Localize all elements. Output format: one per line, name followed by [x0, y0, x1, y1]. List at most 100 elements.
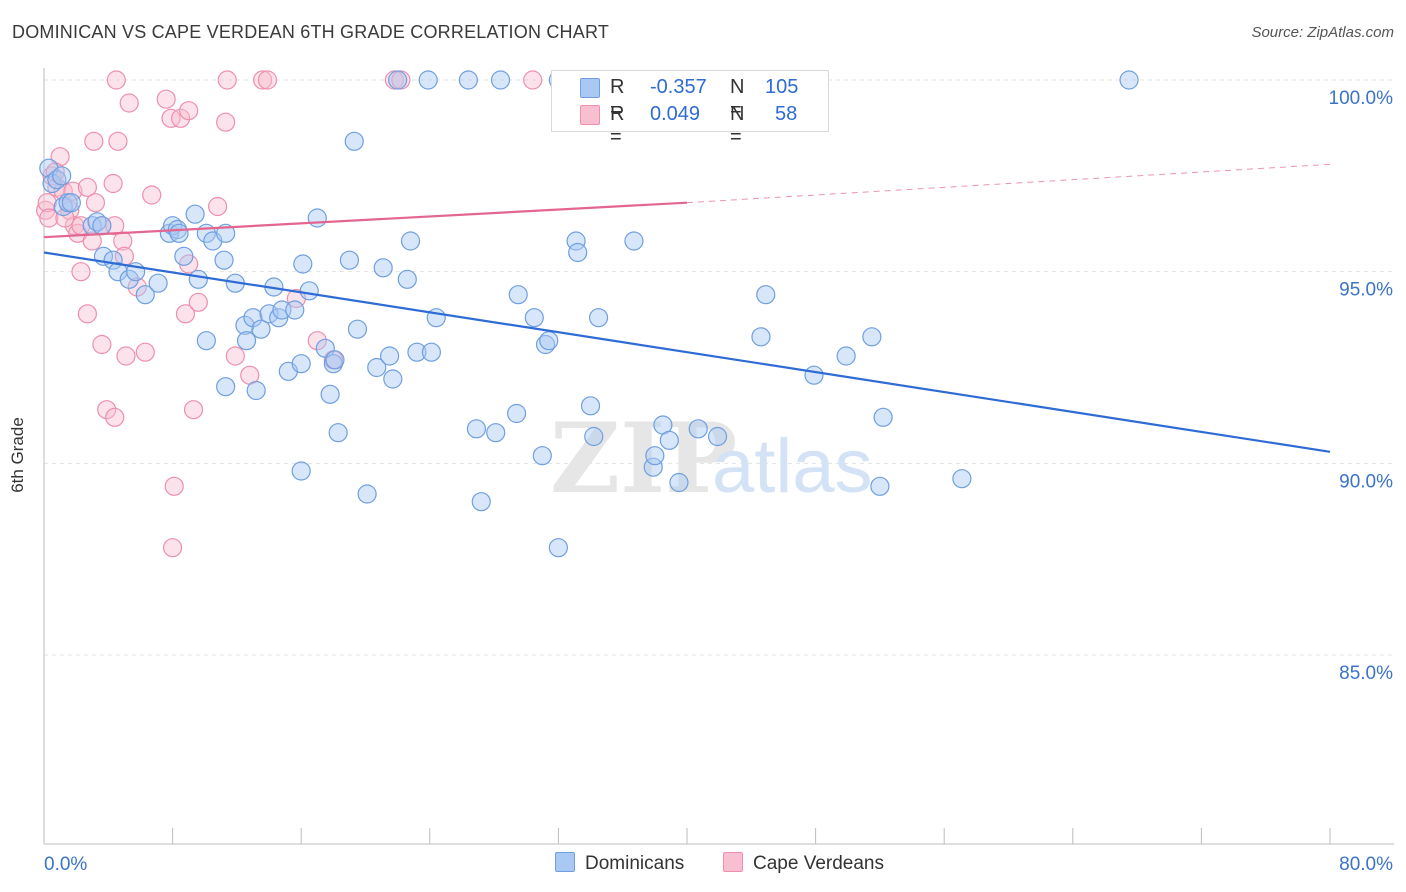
- dominican-point: [458, 70, 478, 90]
- bottom-legend-label: Cape Verdeans: [753, 853, 884, 874]
- x-tick-label-max: 80.0%: [1339, 854, 1393, 875]
- legend-n-label: N =: [730, 76, 745, 121]
- dominican-point: [407, 342, 427, 362]
- dominican-point: [836, 346, 856, 366]
- cape-verdean-point: [179, 101, 199, 121]
- cape-verdean-point: [50, 147, 70, 167]
- dominican-point: [291, 461, 311, 481]
- dominican-point: [588, 308, 609, 328]
- dominican-point: [119, 269, 139, 289]
- dominican-point: [325, 350, 345, 370]
- legend-swatch-blue: [580, 78, 600, 98]
- bottom-legend-swatch-pink: [723, 852, 743, 872]
- cape-verdean-point: [135, 342, 155, 362]
- dominican-point: [751, 327, 771, 347]
- dominican-point: [490, 70, 511, 90]
- cape-verdean-point: [119, 93, 139, 113]
- cape-verdean-point: [53, 181, 73, 201]
- dominican-point: [539, 331, 559, 351]
- legend-r-label: R =: [610, 103, 625, 148]
- dominican-point: [307, 208, 327, 228]
- cape-verdean-point: [127, 277, 147, 297]
- dominican-point: [214, 250, 234, 270]
- dominican-point: [524, 308, 544, 328]
- dominican-point: [344, 131, 364, 151]
- chart-title: DOMINICAN VS CAPE VERDEAN 6TH GRADE CORR…: [12, 22, 610, 42]
- bottom-legend-label: Dominicans: [585, 853, 685, 874]
- legend-r-label: R =: [610, 76, 625, 121]
- legend-n-value: 58: [775, 103, 798, 125]
- dominican-point: [584, 426, 604, 447]
- dominican-point: [246, 380, 266, 401]
- dominican-point: [196, 331, 216, 351]
- trendlines: [43, 163, 1331, 453]
- dominican-point: [259, 304, 279, 324]
- cape-verdean-point: [77, 177, 98, 197]
- dominican-point: [568, 242, 588, 263]
- dominican-point: [236, 331, 257, 351]
- cape-verdean-point: [161, 108, 181, 128]
- dominican-point: [421, 342, 442, 362]
- dominican-point: [293, 254, 313, 274]
- dominican-point: [269, 308, 289, 328]
- dominican-point: [339, 250, 360, 270]
- legend-r-value: -0.357: [650, 76, 707, 98]
- cape-verdean-point: [163, 538, 183, 558]
- dominican-point: [756, 285, 776, 305]
- y-tick-label: 100.0%: [1329, 88, 1394, 109]
- cape-verdean-point: [183, 400, 204, 420]
- watermark: ZIP atlas: [550, 402, 873, 515]
- dominican-point: [61, 193, 81, 213]
- cape-verdean-point: [77, 304, 98, 324]
- cape-verdeans-trendline-extension: [686, 163, 1331, 204]
- cape-verdean-point: [523, 70, 543, 90]
- dominican-point: [285, 300, 305, 320]
- dominican-point: [380, 346, 400, 366]
- dominican-point: [216, 223, 236, 243]
- dominican-point: [174, 246, 194, 266]
- dominican-point: [508, 285, 528, 305]
- dominican-point: [645, 446, 665, 466]
- source-label: Source: ZipAtlas.com: [1251, 24, 1394, 41]
- cape-verdean-point: [175, 304, 196, 324]
- dominican-point: [299, 281, 319, 301]
- watermark-zip: ZIP: [550, 402, 737, 515]
- cape-verdean-point: [171, 108, 191, 128]
- cape-verdean-point: [116, 346, 136, 366]
- cape-verdean-point: [103, 173, 123, 194]
- cape-verdean-point: [82, 231, 102, 251]
- dominican-point: [707, 426, 728, 447]
- dominican-point: [135, 285, 155, 305]
- legend: R = -0.357 N = 105 R = 0.049 N = 58: [551, 70, 829, 148]
- dominican-point: [347, 319, 368, 339]
- axes: [43, 68, 1394, 845]
- bottom-legend-dominicans[interactable]: Dominicans: [555, 852, 684, 875]
- legend-n-label: N =: [730, 103, 745, 148]
- dominican-point: [624, 231, 644, 251]
- dominican-point: [486, 423, 506, 443]
- dominican-point: [532, 446, 552, 466]
- dominican-point: [251, 319, 271, 339]
- dominican-point: [873, 407, 893, 427]
- dominican-point: [870, 476, 890, 496]
- dominican-point: [148, 273, 168, 293]
- cape-verdean-point: [37, 193, 57, 213]
- bottom-legend-cape-verdeans[interactable]: Cape Verdeans: [723, 852, 884, 875]
- dominican-point: [669, 472, 689, 493]
- x-tick-label-min: 0.0%: [44, 854, 87, 875]
- cape-verdean-point: [84, 131, 104, 151]
- dominican-point: [216, 377, 236, 397]
- dominican-point: [388, 70, 408, 90]
- dominican-point: [92, 216, 112, 236]
- y-tick-label: 95.0%: [1339, 280, 1393, 301]
- dominican-point: [659, 430, 679, 450]
- dominican-point: [862, 327, 882, 347]
- cape-verdean-point: [85, 193, 106, 213]
- dominican-point: [1119, 70, 1139, 90]
- dominican-point: [320, 384, 340, 404]
- dominican-point: [373, 258, 393, 278]
- cape-verdeans-trendline: [43, 201, 688, 239]
- dominican-point: [507, 403, 527, 424]
- dominican-point: [466, 419, 487, 439]
